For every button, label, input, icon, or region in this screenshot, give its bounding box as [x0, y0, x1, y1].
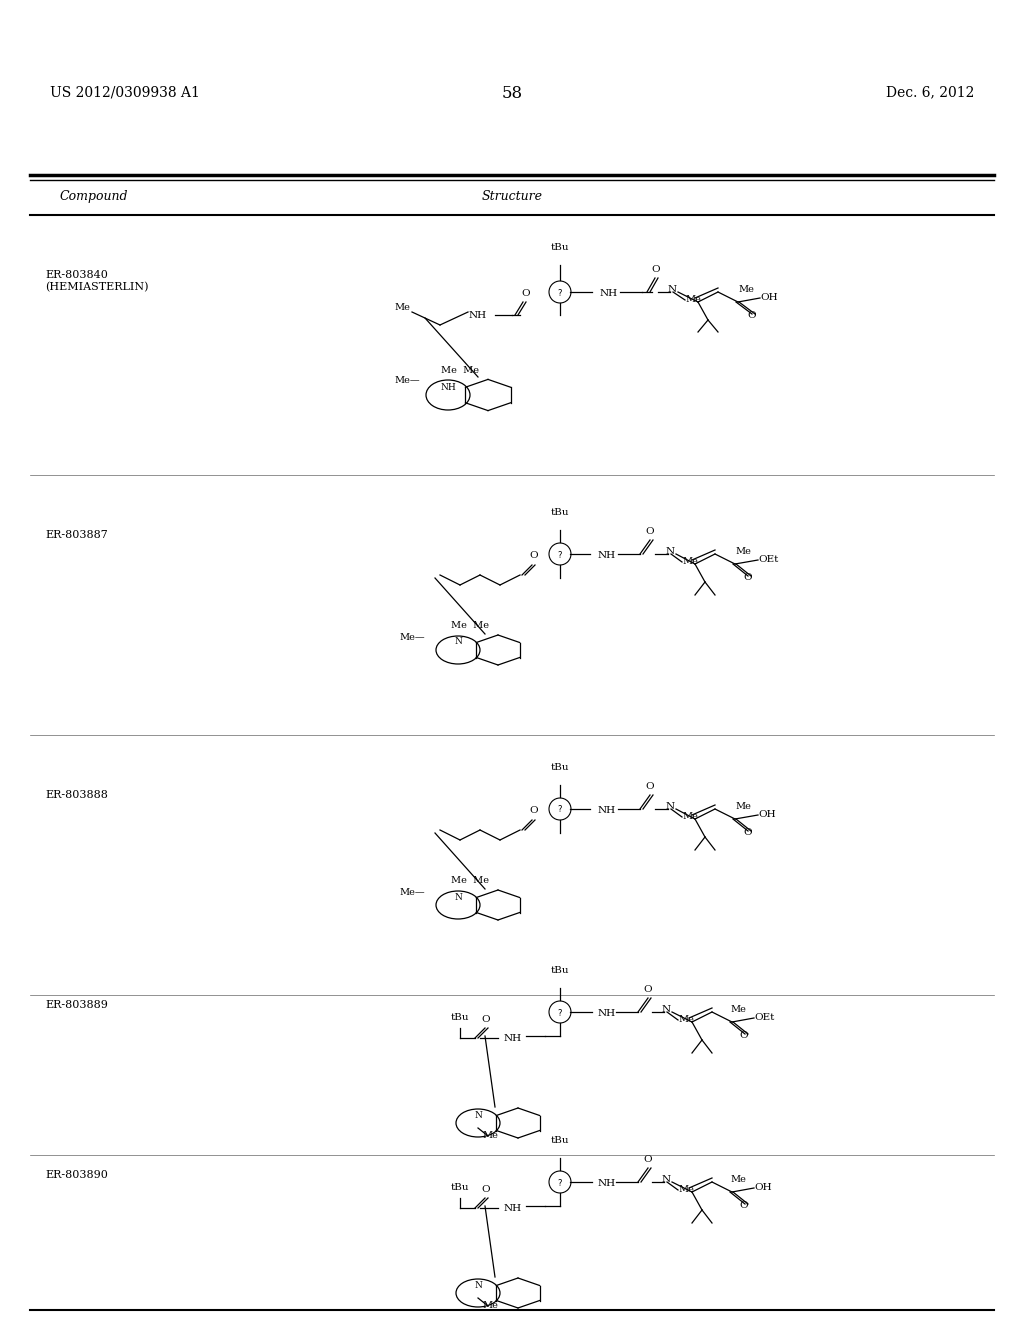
Text: O: O	[743, 573, 753, 582]
Text: N: N	[474, 1280, 482, 1290]
Text: NH: NH	[504, 1204, 522, 1213]
Text: US 2012/0309938 A1: US 2012/0309938 A1	[50, 84, 200, 99]
Text: OH: OH	[760, 293, 777, 302]
Text: Me—: Me—	[394, 376, 420, 385]
Text: ER-803889: ER-803889	[45, 1001, 108, 1010]
Text: tBu: tBu	[451, 1183, 469, 1192]
Text: O: O	[481, 1015, 490, 1024]
Text: Dec. 6, 2012: Dec. 6, 2012	[886, 84, 974, 99]
Text: N: N	[474, 1110, 482, 1119]
Text: Structure: Structure	[481, 190, 543, 203]
Text: Me  Me: Me Me	[451, 620, 489, 630]
Text: O: O	[529, 807, 539, 814]
Text: NH: NH	[469, 312, 487, 319]
Text: Me: Me	[394, 304, 410, 312]
Text: tBu: tBu	[451, 1012, 469, 1022]
Text: NH: NH	[504, 1034, 522, 1043]
Text: N: N	[454, 638, 462, 647]
Text: NH: NH	[440, 383, 456, 392]
Text: Me: Me	[730, 1005, 745, 1014]
Text: NH: NH	[598, 1008, 616, 1018]
Text: O: O	[644, 1155, 652, 1164]
Text: O: O	[739, 1201, 749, 1210]
Text: N: N	[662, 1005, 671, 1014]
Text: Me: Me	[738, 285, 754, 294]
Text: NH: NH	[598, 1179, 616, 1188]
Text: Me: Me	[730, 1175, 745, 1184]
Text: ER-803890: ER-803890	[45, 1170, 108, 1180]
Text: tBu: tBu	[551, 508, 569, 517]
Text: Compound: Compound	[60, 190, 128, 203]
Text: Me: Me	[678, 1185, 694, 1195]
Text: NH: NH	[598, 807, 616, 814]
Text: OEt: OEt	[754, 1012, 774, 1022]
Text: OEt: OEt	[758, 554, 778, 564]
Text: Me—: Me—	[399, 888, 425, 898]
Text: O: O	[748, 312, 757, 319]
Text: Me  Me: Me Me	[441, 366, 479, 375]
Text: 58: 58	[502, 84, 522, 102]
Text: Me—: Me—	[399, 634, 425, 642]
Text: N: N	[662, 1175, 671, 1184]
Text: tBu: tBu	[551, 243, 569, 252]
Text: ER-803888: ER-803888	[45, 789, 108, 800]
Text: tBu: tBu	[551, 1137, 569, 1144]
Text: O: O	[651, 265, 660, 275]
Text: ER-803840
(HEMIASTERLIN): ER-803840 (HEMIASTERLIN)	[45, 271, 148, 292]
Text: O: O	[481, 1185, 490, 1195]
Text: ER-803887: ER-803887	[45, 531, 108, 540]
Text: tBu: tBu	[551, 966, 569, 975]
Text: N: N	[668, 285, 677, 294]
Text: O: O	[739, 1031, 749, 1040]
Text: NH: NH	[598, 550, 616, 560]
Text: tBu: tBu	[551, 763, 569, 772]
Text: O: O	[743, 828, 753, 837]
Text: O: O	[646, 781, 654, 791]
Text: N: N	[454, 892, 462, 902]
Text: Me: Me	[735, 546, 751, 556]
Text: ?: ?	[558, 550, 562, 560]
Text: Me  Me: Me Me	[451, 876, 489, 884]
Text: Me: Me	[678, 1015, 694, 1024]
Text: Me: Me	[682, 812, 698, 821]
Text: ?: ?	[558, 805, 562, 814]
Text: O: O	[646, 527, 654, 536]
Text: Me: Me	[682, 557, 698, 566]
Text: OH: OH	[754, 1183, 772, 1192]
Text: O: O	[529, 550, 539, 560]
Text: Me: Me	[735, 803, 751, 810]
Text: ?: ?	[558, 1008, 562, 1018]
Text: Me: Me	[482, 1131, 498, 1140]
Text: O: O	[644, 985, 652, 994]
Text: NH: NH	[600, 289, 618, 298]
Text: N: N	[666, 803, 675, 810]
Text: Me: Me	[482, 1302, 498, 1309]
Text: OH: OH	[758, 810, 775, 818]
Text: ?: ?	[558, 289, 562, 297]
Text: O: O	[521, 289, 530, 298]
Text: N: N	[666, 546, 675, 556]
Text: Me: Me	[685, 294, 700, 304]
Text: ?: ?	[558, 1179, 562, 1188]
